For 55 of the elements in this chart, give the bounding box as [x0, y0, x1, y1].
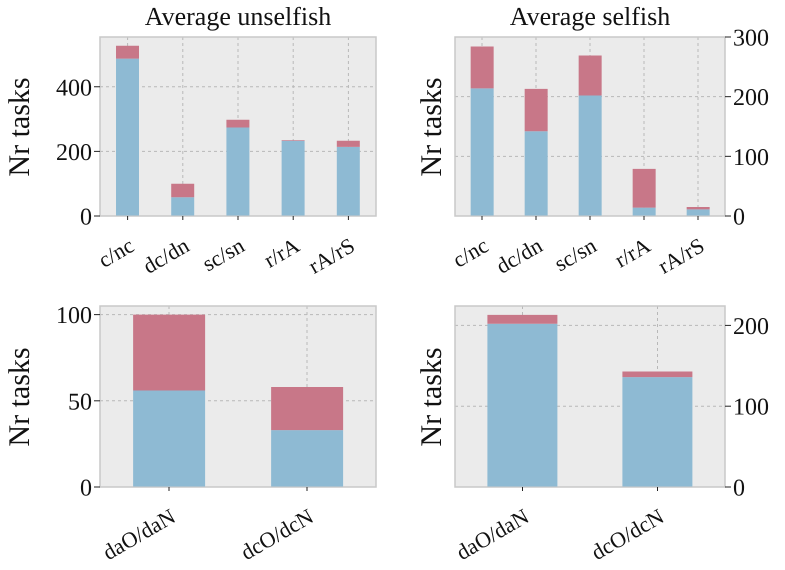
bar [171, 184, 194, 198]
bar [524, 88, 548, 132]
bar [226, 127, 250, 216]
y-axis-title: Nr tasks [415, 346, 449, 446]
bar [116, 46, 140, 59]
y-tick-label: 100 [56, 303, 92, 330]
y-axis-title: Nr tasks [415, 76, 449, 176]
bar [336, 140, 360, 147]
x-tick-label: sc/sn [198, 232, 248, 276]
y-tick-label: 100 [733, 144, 769, 171]
bar [578, 55, 602, 96]
y-tick-label: 50 [68, 389, 92, 416]
x-tick-label: c/nc [94, 232, 138, 273]
y-tick-label: 200 [56, 140, 92, 166]
bar [226, 120, 250, 128]
y-tick-label: 200 [733, 85, 769, 112]
chart-title: Average selfish [508, 1, 672, 33]
bar [271, 430, 344, 487]
y-tick-label: 0 [733, 204, 745, 231]
bar [487, 324, 558, 487]
bar [632, 208, 656, 216]
x-tick-label: sc/sn [550, 232, 600, 276]
bar [470, 46, 494, 88]
y-tick-label: 200 [733, 314, 769, 340]
x-tick-label: rA/rS [654, 232, 708, 279]
bar [524, 131, 548, 216]
bar [171, 197, 194, 216]
bar [487, 314, 558, 324]
bar [271, 387, 344, 430]
y-tick-label: 0 [80, 204, 92, 231]
bar [336, 146, 360, 216]
y-tick-label: 0 [733, 476, 745, 502]
chart-title: Average unselfish [144, 1, 332, 33]
x-tick-label: r/rA [610, 232, 655, 273]
x-tick-label: dc/dn [138, 232, 194, 279]
y-tick-label: 100 [733, 394, 769, 421]
y-axis-title: Nr tasks [3, 76, 37, 176]
bar [622, 377, 692, 487]
x-tick-label: r/rA [259, 232, 304, 273]
bar [470, 88, 494, 216]
x-tick-label: dc/dn [492, 232, 546, 279]
bar [116, 58, 140, 216]
bar [133, 390, 206, 487]
bar [632, 168, 656, 208]
y-tick-label: 300 [733, 26, 769, 52]
bar [133, 314, 206, 390]
bar [686, 209, 710, 216]
bar [578, 95, 602, 216]
y-axis-title: Nr tasks [3, 346, 37, 446]
x-tick-label: rA/rS [304, 232, 359, 279]
y-tick-label: 0 [80, 476, 92, 502]
y-tick-label: 400 [56, 75, 92, 102]
bar [282, 140, 305, 216]
x-tick-label: c/nc [448, 232, 493, 273]
bar [622, 371, 692, 378]
